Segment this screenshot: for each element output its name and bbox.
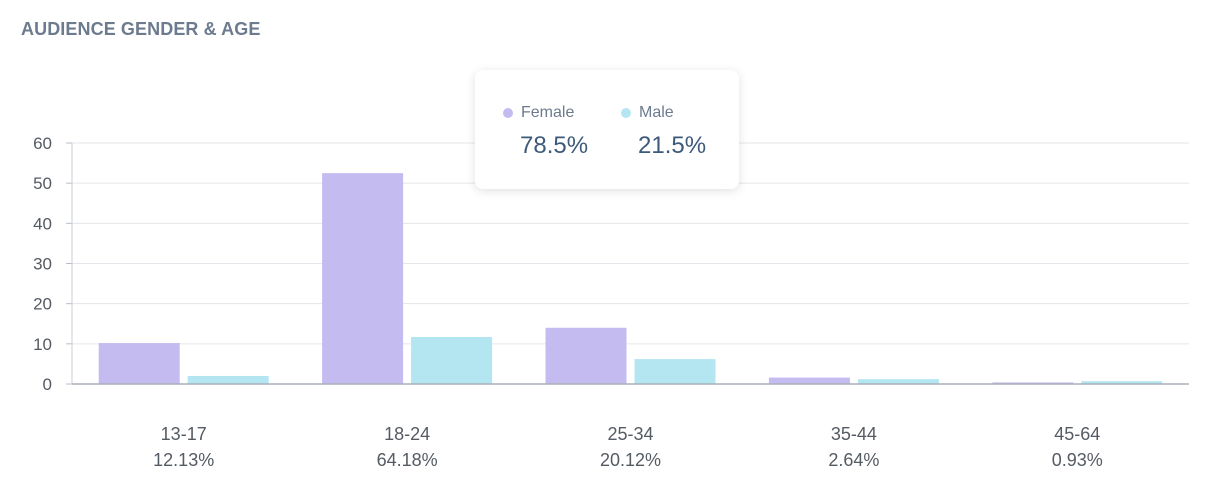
legend-share-female: 78.5% [520, 132, 589, 159]
y-tick-label: 40 [33, 214, 52, 233]
bar-female-35-44[interactable] [768, 377, 850, 384]
legend-item-male[interactable]: Male 21.5% [621, 104, 706, 159]
female-dot-icon [503, 108, 513, 118]
category-share-label: 2.64% [828, 450, 879, 470]
chart-title: AUDIENCE GENDER & AGE [21, 19, 261, 39]
legend-label-female: Female [521, 104, 575, 121]
y-tick-label: 0 [43, 375, 52, 394]
bar-female-18-24[interactable] [322, 173, 404, 384]
y-tick-label: 10 [33, 335, 52, 354]
y-tick-label: 20 [33, 295, 52, 314]
bar-male-35-44[interactable] [857, 379, 939, 384]
y-tick-label: 60 [33, 134, 52, 153]
legend: Female 78.5% Male 21.5% [475, 70, 739, 189]
bars [98, 173, 1163, 384]
x-tick-label: 18-24 [384, 424, 430, 444]
bar-male-18-24[interactable] [411, 337, 493, 384]
bar-female-13-17[interactable] [98, 343, 180, 384]
legend-item-female[interactable]: Female 78.5% [503, 104, 588, 159]
category-share-label: 0.93% [1052, 450, 1103, 470]
category-share-label: 12.13% [153, 450, 214, 470]
legend-label-male: Male [639, 104, 674, 121]
category-share-label: 20.12% [600, 450, 661, 470]
x-tick-label: 35-44 [831, 424, 877, 444]
x-tick-label: 45-64 [1054, 424, 1100, 444]
bar-female-25-34[interactable] [545, 327, 627, 384]
x-tick-labels: 13-17 12.13% 18-24 64.18% 25-34 20.12% 35-44 2.… [153, 424, 1103, 470]
bar-male-45-64[interactable] [1081, 381, 1163, 384]
legend-share-male: 21.5% [638, 132, 707, 159]
y-tick-labels: 0 10 20 30 40 50 60 [33, 134, 52, 394]
category-share-label: 64.18% [377, 450, 438, 470]
x-tick-label: 25-34 [607, 424, 653, 444]
male-dot-icon [621, 108, 631, 118]
bar-male-25-34[interactable] [634, 359, 716, 384]
bar-male-13-17[interactable] [187, 375, 269, 384]
x-tick-label: 13-17 [161, 424, 207, 444]
axes [71, 143, 1189, 385]
y-tick-label: 50 [33, 174, 52, 193]
bar-female-45-64[interactable] [992, 382, 1074, 384]
y-tick-label: 30 [33, 255, 52, 274]
